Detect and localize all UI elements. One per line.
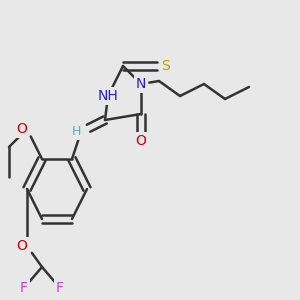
Text: NH: NH	[98, 89, 118, 103]
Text: N: N	[136, 77, 146, 91]
Text: H: H	[72, 125, 81, 139]
Text: S: S	[160, 59, 169, 73]
Text: O: O	[136, 134, 146, 148]
Text: F: F	[56, 281, 64, 295]
Text: O: O	[16, 122, 27, 136]
Text: O: O	[16, 239, 27, 253]
Text: F: F	[20, 281, 28, 295]
